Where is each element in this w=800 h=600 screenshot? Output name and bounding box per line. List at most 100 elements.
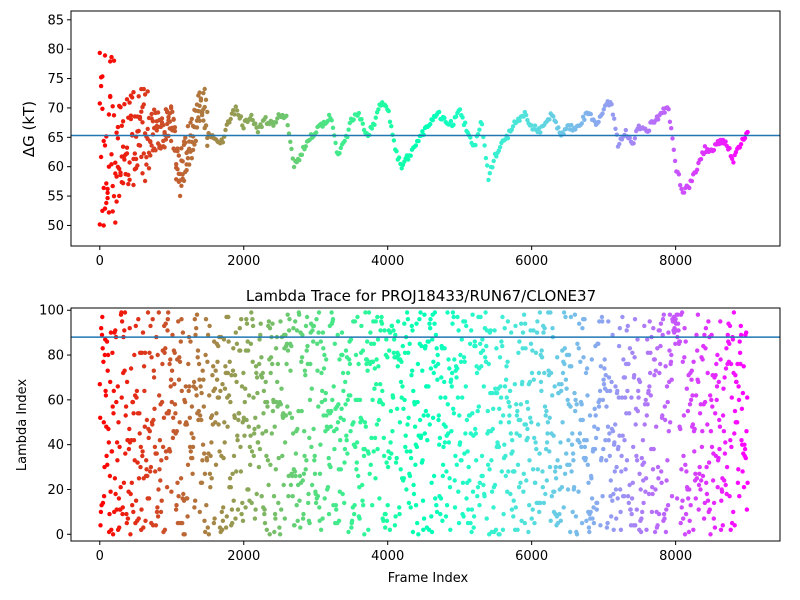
delta-g-point	[133, 156, 139, 162]
lambda-point	[336, 402, 341, 407]
delta-g-point	[136, 94, 141, 99]
delta-g-point	[729, 156, 735, 161]
x-tick-label: 2000	[227, 549, 260, 564]
lambda-point	[527, 458, 532, 463]
lambda-point	[613, 422, 618, 427]
lambda-point	[576, 489, 581, 494]
lambda-point	[712, 525, 718, 530]
lambda-point	[606, 375, 612, 380]
lambda-point	[279, 386, 284, 391]
lambda-point	[401, 476, 407, 481]
lambda-point	[489, 458, 494, 463]
lambda-point	[653, 368, 658, 373]
delta-g-point	[162, 145, 167, 150]
lambda-point	[596, 404, 602, 409]
lambda-point	[555, 355, 560, 360]
lambda-point	[505, 359, 510, 364]
lambda-point	[336, 518, 342, 523]
lambda-point	[588, 509, 593, 515]
lambda-point	[483, 355, 488, 360]
lambda-point	[295, 518, 300, 523]
lambda-point	[417, 317, 422, 322]
lambda-point	[195, 348, 201, 353]
lambda-point	[733, 373, 738, 378]
lambda-point	[552, 469, 558, 474]
lambda-point	[458, 352, 463, 358]
delta-g-point	[737, 145, 742, 150]
lambda-point	[226, 314, 231, 320]
lambda-point	[382, 328, 387, 333]
lambda-point	[559, 388, 564, 394]
lambda-point	[604, 525, 610, 530]
lambda-point	[162, 350, 167, 355]
delta-g-point	[250, 117, 255, 123]
lambda-point	[669, 494, 675, 499]
lambda-point	[343, 379, 348, 385]
lambda-point	[662, 404, 667, 409]
lambda-point	[326, 511, 332, 517]
lambda-point	[449, 370, 455, 376]
lambda-point	[474, 458, 479, 463]
delta-g-point	[126, 172, 131, 178]
lambda-point	[239, 511, 244, 517]
lambda-point	[574, 402, 579, 407]
lambda-point	[593, 413, 598, 418]
lambda-point	[500, 314, 505, 320]
lambda-point	[230, 471, 235, 476]
lambda-point	[177, 355, 182, 360]
lambda-point	[515, 527, 520, 532]
lambda-point	[442, 346, 447, 351]
lambda-point	[227, 476, 233, 481]
lambda-point	[323, 390, 328, 396]
lambda-point	[500, 527, 506, 532]
lambda-point	[708, 393, 713, 398]
lambda-point	[728, 438, 733, 443]
lambda-point	[742, 442, 747, 447]
lambda-point	[369, 435, 374, 441]
lambda-point	[250, 317, 255, 322]
lambda-point	[686, 529, 692, 535]
lambda-point	[643, 397, 648, 403]
lambda-point	[451, 406, 456, 411]
delta-g-point	[259, 124, 264, 130]
lambda-point	[159, 399, 165, 405]
lambda-point	[249, 310, 254, 315]
lambda-point	[127, 426, 132, 432]
delta-g-point	[360, 121, 365, 126]
lambda-point	[502, 384, 508, 389]
lambda-point	[348, 337, 354, 342]
delta-g-point	[420, 129, 425, 134]
lambda-point	[408, 449, 413, 454]
delta-g-point	[711, 147, 717, 153]
lambda-point	[393, 460, 399, 465]
lambda-point	[541, 500, 547, 506]
lambda-point	[379, 321, 385, 326]
lambda-point	[593, 435, 599, 441]
delta-g-point	[408, 153, 413, 158]
lambda-point	[578, 359, 583, 364]
delta-g-point	[145, 89, 150, 94]
lambda-point	[157, 393, 162, 398]
lambda-point	[216, 395, 222, 400]
delta-g-point	[183, 135, 188, 140]
lambda-point	[143, 518, 148, 523]
lambda-point	[633, 422, 638, 427]
delta-g-point	[104, 200, 109, 206]
lambda-point	[510, 438, 515, 443]
lambda-point	[715, 485, 720, 490]
lambda-point	[644, 527, 649, 532]
lambda-point	[679, 505, 684, 510]
lambda-point	[513, 505, 518, 510]
lambda-point	[331, 384, 336, 389]
delta-g-point	[132, 151, 137, 156]
delta-g-point	[623, 127, 628, 133]
delta-g-point	[176, 153, 181, 158]
lambda-point	[182, 399, 188, 405]
lambda-point	[711, 500, 717, 506]
lambda-point	[634, 453, 639, 459]
lambda-point	[562, 346, 567, 351]
lambda-point	[527, 379, 533, 385]
lambda-point	[275, 379, 280, 385]
lambda-point	[201, 404, 206, 409]
lambda-point	[400, 384, 405, 389]
